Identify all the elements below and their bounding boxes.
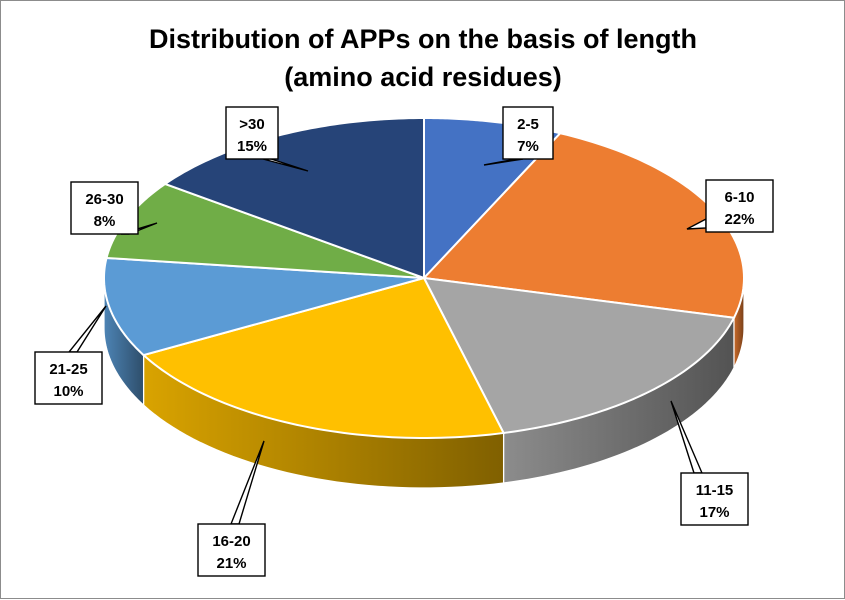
data-label-category: 21-25 (49, 361, 87, 378)
data-label-category: 6-10 (724, 189, 754, 206)
data-label-11-15: 11-15 17% (670, 400, 749, 526)
pie-slice-21-25 (102, 256, 425, 357)
data-label-percent: 10% (53, 383, 83, 400)
data-label-16-20: 16-20 21% (197, 440, 266, 577)
chart-title-line-2: (amino acid residues) (284, 62, 562, 92)
data-label-category: 26-30 (85, 191, 123, 208)
data-label-percent: 17% (699, 504, 729, 521)
pie-slice-16-20 (141, 276, 506, 439)
data-labels: 2-57%6-1022%11-1517%16-2021%21-2510%26-3… (34, 106, 774, 577)
pie-slice-11-15 (422, 276, 736, 435)
data-label-21-25: 21-25 10% (34, 305, 107, 405)
data-label-category: 2-5 (517, 116, 539, 133)
data-label-category: >30 (239, 116, 264, 133)
data-label-percent: 8% (94, 213, 116, 230)
data-label-percent: 21% (216, 555, 246, 572)
data-label-2-5: 2-57% (483, 106, 554, 166)
pie-slices (102, 116, 746, 439)
data-label-category: 16-20 (212, 533, 250, 550)
data-label-category: 11-15 (696, 482, 734, 499)
data-label-6-10: 6-10 22% (686, 179, 774, 233)
chart-title-line-1: Distribution of APPs on the basis of len… (149, 24, 697, 54)
data-label-percent: 22% (724, 211, 754, 228)
data-label-percent: 15% (237, 138, 267, 155)
data-label-percent: 7% (517, 138, 539, 155)
data-label-26-30: 26-30 8% (70, 181, 158, 235)
